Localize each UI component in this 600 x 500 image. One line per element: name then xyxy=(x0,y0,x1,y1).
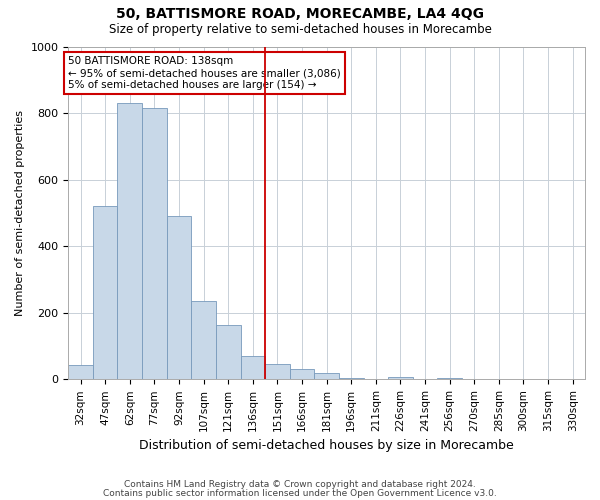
Bar xyxy=(167,216,191,380)
Text: Contains public sector information licensed under the Open Government Licence v3: Contains public sector information licen… xyxy=(103,488,497,498)
Text: Contains HM Land Registry data © Crown copyright and database right 2024.: Contains HM Land Registry data © Crown c… xyxy=(124,480,476,489)
Bar xyxy=(68,365,93,380)
Bar xyxy=(437,378,462,380)
Bar xyxy=(118,103,142,380)
Bar xyxy=(314,374,339,380)
Bar xyxy=(241,356,265,380)
Bar xyxy=(142,108,167,380)
Y-axis label: Number of semi-detached properties: Number of semi-detached properties xyxy=(15,110,25,316)
Text: 50, BATTISMORE ROAD, MORECAMBE, LA4 4QG: 50, BATTISMORE ROAD, MORECAMBE, LA4 4QG xyxy=(116,8,484,22)
X-axis label: Distribution of semi-detached houses by size in Morecambe: Distribution of semi-detached houses by … xyxy=(139,440,514,452)
Text: 50 BATTISMORE ROAD: 138sqm
← 95% of semi-detached houses are smaller (3,086)
5% : 50 BATTISMORE ROAD: 138sqm ← 95% of semi… xyxy=(68,56,341,90)
Bar xyxy=(216,325,241,380)
Bar xyxy=(290,368,314,380)
Bar xyxy=(191,301,216,380)
Bar xyxy=(93,206,118,380)
Bar xyxy=(388,377,413,380)
Bar xyxy=(265,364,290,380)
Text: Size of property relative to semi-detached houses in Morecambe: Size of property relative to semi-detach… xyxy=(109,22,491,36)
Bar xyxy=(339,378,364,380)
